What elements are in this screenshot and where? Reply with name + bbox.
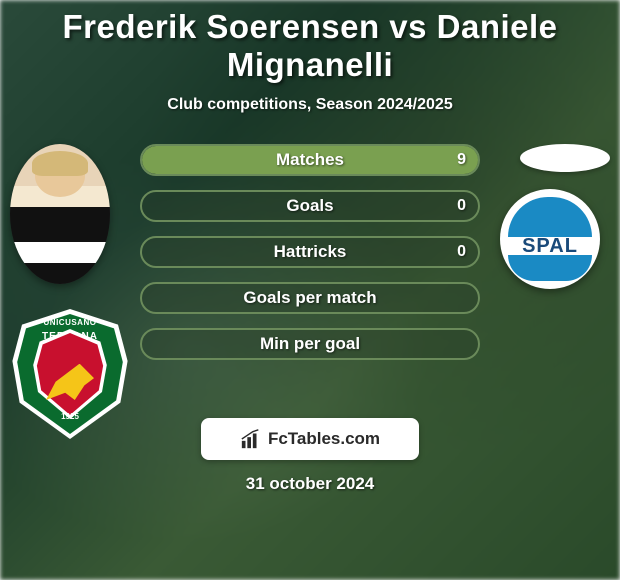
stat-row-hattricks: Hattricks 0: [140, 236, 480, 268]
stat-label: Matches: [142, 146, 478, 174]
stat-label: Goals per match: [142, 284, 478, 312]
stat-row-min-per-goal: Min per goal: [140, 328, 480, 360]
ternana-line1: UNICUSANO: [10, 318, 130, 327]
content-wrapper: Frederik Soerensen vs Daniele Mignanelli…: [0, 0, 620, 580]
footer-badge: FcTables.com: [201, 418, 419, 460]
stat-label: Min per goal: [142, 330, 478, 358]
player-photo-placeholder: [10, 144, 110, 284]
footer-brand: FcTables.com: [268, 429, 380, 449]
stat-label: Hattricks: [142, 238, 478, 266]
stat-value-left: 0: [457, 238, 466, 266]
date-label: 31 october 2024: [0, 474, 620, 494]
main-area: SPAL UNICUSANO TERNANA 1925 Matches 9: [0, 144, 620, 444]
stat-row-goals: Goals 0: [140, 190, 480, 222]
stat-value-left: 9: [457, 146, 466, 174]
chart-bar-icon: [240, 428, 262, 450]
page-title: Frederik Soerensen vs Daniele Mignanelli: [0, 0, 620, 84]
stats-column: Matches 9 Goals 0 Hattricks 0 Goals per …: [140, 144, 480, 374]
spal-bottom-arc: [508, 255, 592, 281]
player-photo-left: [10, 144, 110, 284]
stat-label: Goals: [142, 192, 478, 220]
ternana-year: 1925: [10, 412, 130, 421]
stat-row-goals-per-match: Goals per match: [140, 282, 480, 314]
page-subtitle: Club competitions, Season 2024/2025: [0, 96, 620, 114]
club-logo-right: SPAL: [500, 189, 600, 289]
stat-value-left: 0: [457, 192, 466, 220]
ternana-crest: UNICUSANO TERNANA 1925: [10, 309, 130, 439]
player-photo-right-placeholder: [520, 144, 610, 172]
stat-row-matches: Matches 9: [140, 144, 480, 176]
club-logo-left: UNICUSANO TERNANA 1925: [10, 309, 130, 439]
spal-top-arc: [508, 197, 592, 237]
